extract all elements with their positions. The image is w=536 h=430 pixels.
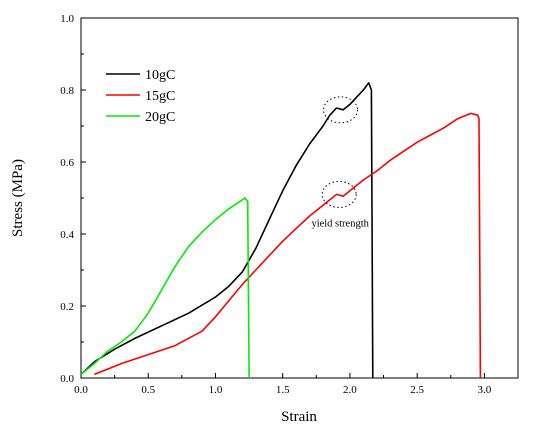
y-tick-label: 0.6 bbox=[60, 157, 74, 169]
y-tick-label: 0.8 bbox=[60, 85, 74, 97]
legend-label: 20gC bbox=[145, 110, 175, 125]
y-tick-label: 0.2 bbox=[60, 301, 74, 313]
x-tick-label: 0.5 bbox=[141, 384, 155, 396]
data-series bbox=[80, 82, 482, 379]
x-tick-label: 1.5 bbox=[276, 384, 290, 396]
yield-marker-circle bbox=[321, 180, 357, 208]
series-line-15gc bbox=[94, 112, 482, 379]
y-tick-label: 1.0 bbox=[60, 13, 74, 25]
y-tick-label: 0.0 bbox=[60, 373, 74, 385]
legend-label: 15gC bbox=[145, 89, 175, 104]
y-axis-title: Stress (MPa) bbox=[10, 159, 26, 237]
x-axis-title: Strain bbox=[281, 409, 317, 425]
x-tick-label: 2.5 bbox=[410, 384, 424, 396]
legend-label: 10gC bbox=[145, 68, 175, 83]
legend: 10gC 15gC 20gC bbox=[106, 68, 175, 125]
x-tick-label: 1.0 bbox=[209, 384, 223, 396]
x-tick-label: 3.0 bbox=[478, 384, 492, 396]
yield-strength-label: yield strength bbox=[311, 218, 369, 229]
x-tick-label: 2.0 bbox=[343, 384, 357, 396]
x-tick-label: 0.0 bbox=[74, 384, 88, 396]
y-tick-label: 0.4 bbox=[60, 229, 74, 241]
series-line-10gc bbox=[80, 82, 374, 379]
annotations: yield strength bbox=[311, 96, 370, 229]
series-line-20gc bbox=[80, 197, 250, 379]
yield-marker-circle bbox=[323, 96, 359, 124]
